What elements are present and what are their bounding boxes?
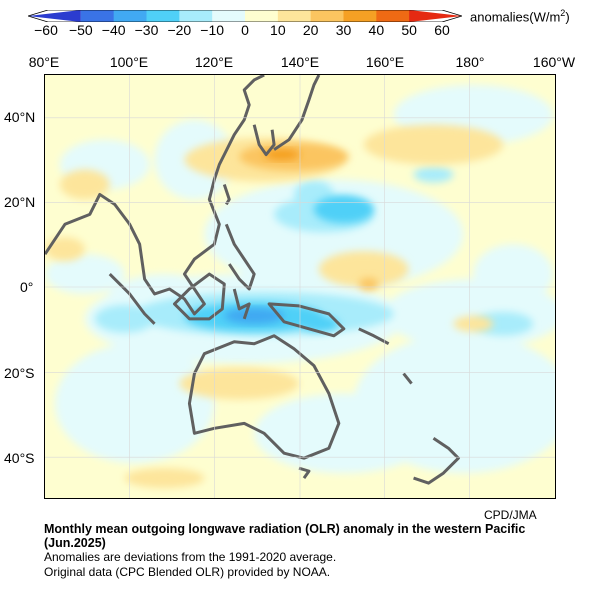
- colorbar-segment: [113, 10, 147, 22]
- coast-borneo: [172, 272, 226, 321]
- colorbar-tick-label: −20: [167, 22, 192, 38]
- colorbar-units-close: ): [565, 9, 570, 25]
- colorbar-tick-label: 60: [434, 22, 450, 38]
- colorbar-tick-label: 10: [270, 22, 286, 38]
- colorbar-segment: [80, 10, 115, 22]
- colorbar-tick-label: 30: [335, 22, 352, 38]
- colorbar-units: anomalies(W/m2): [470, 8, 570, 24]
- lat-label-eq: 0°: [20, 279, 34, 295]
- coast-sulawesi: [232, 288, 251, 320]
- colorbar-segment: [28, 10, 81, 22]
- lon-label-140e: 140°E: [280, 54, 320, 70]
- caption-line-2: Original data (CPC Blended OLR) provided…: [44, 565, 331, 579]
- anomaly-positive-light: [45, 124, 504, 489]
- colorbar-segment: [310, 10, 344, 22]
- coastlines: [45, 75, 460, 485]
- colorbar-segment: [245, 10, 279, 22]
- map-credit: CPD/JMA: [484, 508, 537, 522]
- lon-label-100e: 100°E: [109, 54, 149, 70]
- lat-label-40n: 40°N: [4, 109, 36, 125]
- map-gridlines: [45, 75, 555, 498]
- colorbar-units-sup: 2: [560, 8, 566, 18]
- colorbar-units-text: anomalies(W/m: [470, 9, 561, 25]
- lon-label-160e: 160°E: [365, 54, 405, 70]
- colorbar-tick-label: −40: [101, 22, 126, 38]
- anomaly-positive-strong: [264, 148, 300, 161]
- lat-label-40s: 40°S: [4, 450, 35, 466]
- lon-label-80e: 80°E: [28, 54, 60, 70]
- coast-korea: [252, 124, 276, 157]
- colorbar-tick-label: 0: [241, 22, 249, 38]
- colorbar: [28, 10, 462, 22]
- coast-taiwan: [222, 184, 231, 206]
- coast-solomon: [358, 327, 390, 346]
- coast-tasmania: [298, 466, 311, 479]
- olr-anomaly-map: [44, 74, 556, 499]
- anomaly-negative-core: [224, 307, 285, 324]
- colorbar-tick-label: −50: [68, 22, 93, 38]
- caption-title: Monthly mean outgoing longwave radiation…: [44, 522, 526, 550]
- colorbar-segment: [146, 10, 180, 22]
- colorbar-tick-label: −10: [200, 22, 225, 38]
- colorbar-segment: [179, 10, 213, 22]
- coast-new-guinea: [267, 302, 346, 338]
- colorbar-segment: [212, 10, 246, 22]
- coast-asia-mainland: [45, 75, 265, 316]
- colorbar-tick-label: −30: [134, 22, 159, 38]
- coast-new-zealand: [413, 437, 460, 485]
- coast-japan: [273, 75, 321, 151]
- colorbar-segment: [277, 10, 312, 22]
- lat-label-20s: 20°S: [4, 365, 35, 381]
- coast-australia: [187, 334, 341, 460]
- lat-label-20n: 20°N: [4, 194, 36, 210]
- colorbar-segment: [376, 10, 410, 22]
- coast-philippines: [224, 223, 256, 291]
- colorbar-tick-label: 20: [302, 22, 319, 38]
- colorbar-tick-label: 40: [368, 22, 385, 38]
- lon-label-180: 180°: [455, 54, 485, 70]
- caption-line-1: Anomalies are deviations from the 1991-2…: [44, 550, 337, 564]
- lon-label-160w: 160°W: [532, 54, 576, 70]
- colorbar-tick-label: −60: [34, 22, 58, 38]
- colorbar-segment: [409, 10, 462, 22]
- colorbar-tick-label: 50: [401, 22, 417, 38]
- lon-label-120e: 120°E: [194, 54, 234, 70]
- colorbar-segment: [343, 10, 377, 22]
- coast-sumatra: [108, 273, 156, 325]
- coast-vanuatu: [402, 372, 413, 385]
